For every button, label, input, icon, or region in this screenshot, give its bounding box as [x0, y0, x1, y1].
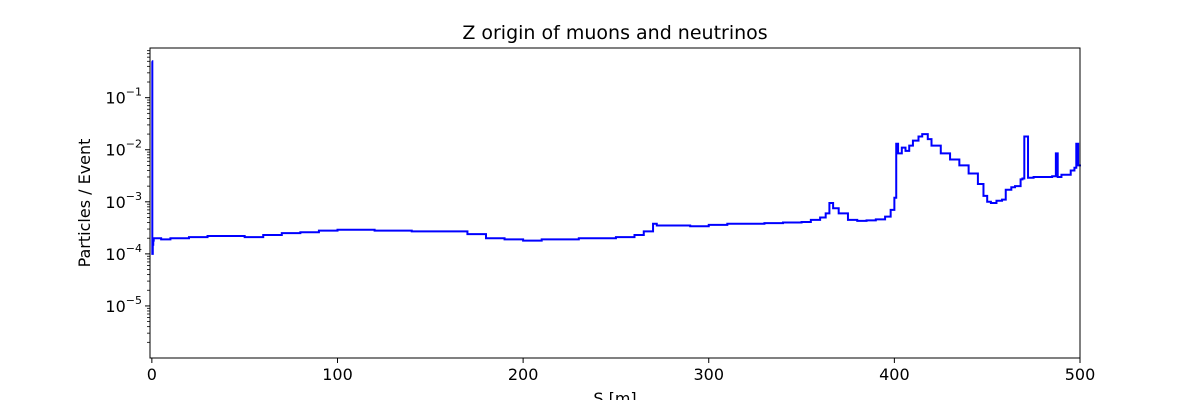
x-tick-label: 200 [508, 365, 539, 384]
x-tick-label: 0 [147, 365, 157, 384]
x-tick-label: 500 [1065, 365, 1096, 384]
plot-area [151, 60, 1081, 255]
x-tick-label: 300 [693, 365, 724, 384]
y-axis-label: Particles / Event [75, 139, 94, 268]
chart-title: Z origin of muons and neutrinos [462, 22, 767, 44]
y-tick-label: 10−2 [105, 138, 142, 160]
y-axis: 10−5 10−4 10−3 10−2 10−1 [105, 50, 150, 343]
x-axis: 0 100 200 300 400 500 [147, 358, 1096, 384]
x-tick-label: 100 [322, 365, 353, 384]
y-tick-label: 10−4 [105, 242, 142, 264]
series-line-0 [151, 60, 1081, 255]
y-tick-label: 10−1 [105, 86, 142, 108]
plot-frame [149, 47, 1081, 359]
x-axis-label: S [m] [593, 389, 636, 400]
y-tick-label: 10−5 [105, 294, 142, 316]
y-tick-label: 10−3 [105, 190, 142, 212]
x-tick-label: 400 [879, 365, 910, 384]
